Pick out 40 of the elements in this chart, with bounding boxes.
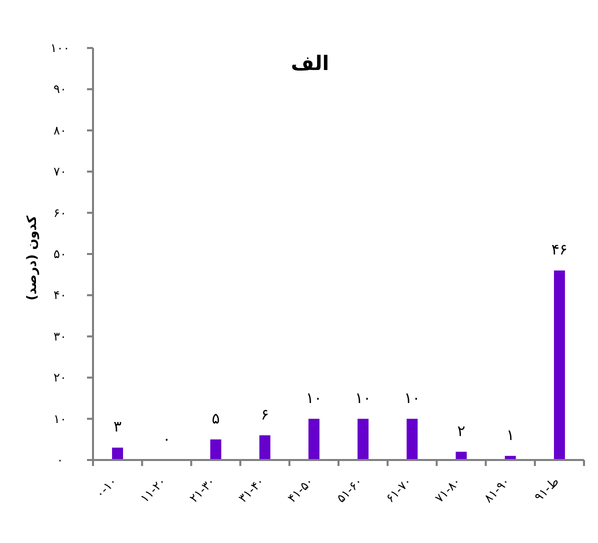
y-tick-label: ۸۰ [54,123,66,138]
data-label: ۰ [162,430,171,448]
bar [259,435,270,460]
y-tick-label: ۷۰ [54,164,66,179]
data-label: ۲ [457,422,466,440]
y-tick-label: ۳۰ [54,329,66,344]
bar [210,439,222,460]
x-tick-label: ۱۱-۲۰ [138,474,169,506]
x-tick-label: ۲۱-۳۰ [186,474,218,506]
x-tick-label: ۸۱-۹۰ [481,474,512,506]
x-tick-label: ۷۱-۸۰ [432,474,464,506]
data-label: ۱۰ [354,388,372,407]
y-axis-title: کدون (درصد) [25,215,40,300]
data-label: ۶ [260,405,269,424]
bar [406,418,418,460]
y-tick-label: ۲۰ [54,370,66,385]
bar [554,270,565,460]
y-tick-label: ۱۰ [54,412,66,426]
data-label: ۱۰ [404,388,420,407]
y-tick-label: ۶۰ [54,206,66,220]
data-label: ۳ [114,418,122,436]
bar [308,418,320,460]
x-tick-label: ۰-۱۰ [93,474,120,501]
bar [358,418,369,460]
data-label: ۵ [212,409,220,428]
x-tick-label: ۹۱-ط [532,474,562,504]
x-tick-label: ۳۱-۴۰ [236,474,267,506]
y-tick-label: ۴۰ [54,288,66,302]
bar [112,448,124,460]
x-tick-label: ۴۱-۵۰ [284,474,316,506]
x-tick-label: ۶۱-۷۰ [383,474,414,506]
x-tick-label: ۵۱-۶۰ [334,474,366,506]
y-tick-label: ۵۰ [54,247,66,261]
y-tick-label: ۹۰ [54,82,66,96]
y-tick-label: ۰ [56,453,64,467]
y-tick-label: ۱۰۰ [50,41,70,55]
chart-title: الف [290,51,330,75]
data-label: ۱۰ [306,388,322,407]
data-label: ۱ [506,426,514,444]
data-label: ۴۶ [551,240,568,258]
